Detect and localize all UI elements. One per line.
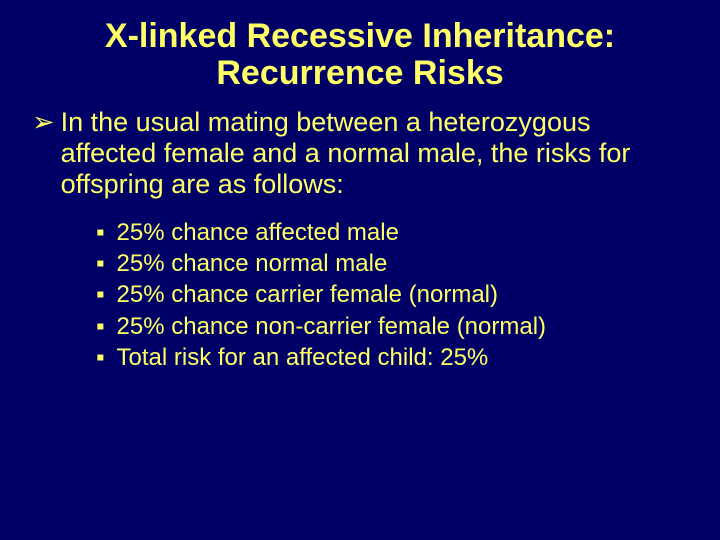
title-line-2: Recurrence Risks bbox=[58, 55, 662, 92]
sub-bullet-text: 25% chance carrier female (normal) bbox=[117, 280, 692, 309]
main-bullet-text: In the usual mating between a heterozygo… bbox=[61, 107, 692, 200]
sub-bullet-text: 25% chance affected male bbox=[117, 218, 692, 247]
list-item: ▪ 25% chance normal male bbox=[96, 249, 692, 278]
list-item: ▪ Total risk for an affected child: 25% bbox=[96, 343, 692, 372]
square-bullet-icon: ▪ bbox=[96, 249, 105, 278]
sub-bullet-list: ▪ 25% chance affected male ▪ 25% chance … bbox=[28, 218, 692, 372]
square-bullet-icon: ▪ bbox=[96, 280, 105, 309]
sub-bullet-text: Total risk for an affected child: 25% bbox=[117, 343, 692, 372]
sub-bullet-text: 25% chance normal male bbox=[117, 249, 692, 278]
square-bullet-icon: ▪ bbox=[96, 343, 105, 372]
square-bullet-icon: ▪ bbox=[96, 312, 105, 341]
list-item: ▪ 25% chance carrier female (normal) bbox=[96, 280, 692, 309]
list-item: ▪ 25% chance affected male bbox=[96, 218, 692, 247]
square-bullet-icon: ▪ bbox=[96, 218, 105, 247]
slide-title: X-linked Recessive Inheritance: Recurren… bbox=[28, 18, 692, 93]
slide: X-linked Recessive Inheritance: Recurren… bbox=[0, 0, 720, 394]
sub-bullet-text: 25% chance non-carrier female (normal) bbox=[117, 312, 692, 341]
list-item: ▪ 25% chance non-carrier female (normal) bbox=[96, 312, 692, 341]
title-line-1: X-linked Recessive Inheritance: bbox=[58, 18, 662, 55]
arrow-bullet-icon: ➢ bbox=[32, 107, 55, 138]
main-bullet: ➢ In the usual mating between a heterozy… bbox=[28, 107, 692, 200]
